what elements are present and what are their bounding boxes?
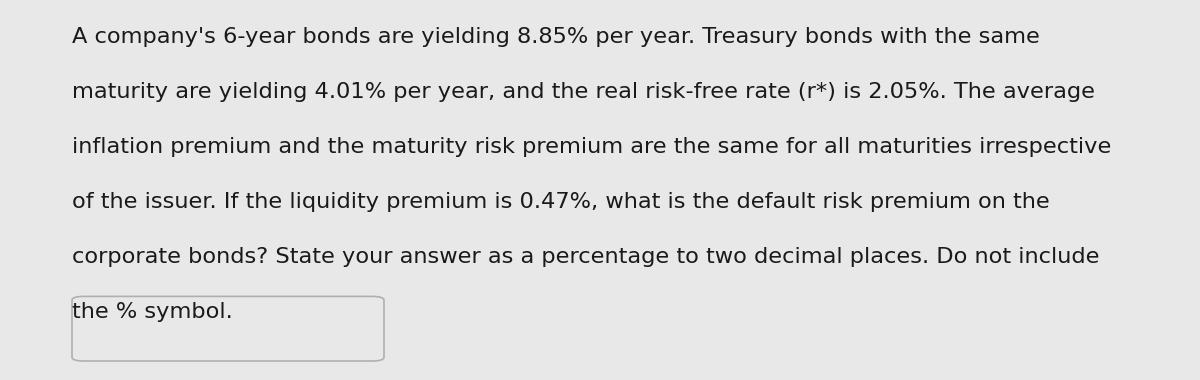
Text: of the issuer. If the liquidity premium is 0.47%, what is the default risk premi: of the issuer. If the liquidity premium … (72, 192, 1050, 212)
Text: inflation premium and the maturity risk premium are the same for all maturities : inflation premium and the maturity risk … (72, 137, 1111, 157)
Text: corporate bonds? State your answer as a percentage to two decimal places. Do not: corporate bonds? State your answer as a … (72, 247, 1099, 267)
Text: the % symbol.: the % symbol. (72, 302, 233, 322)
Text: maturity are yielding 4.01% per year, and the real risk-free rate (r*) is 2.05%.: maturity are yielding 4.01% per year, an… (72, 82, 1096, 102)
Text: A company's 6-year bonds are yielding 8.85% per year. Treasury bonds with the sa: A company's 6-year bonds are yielding 8.… (72, 27, 1040, 47)
FancyBboxPatch shape (72, 296, 384, 361)
